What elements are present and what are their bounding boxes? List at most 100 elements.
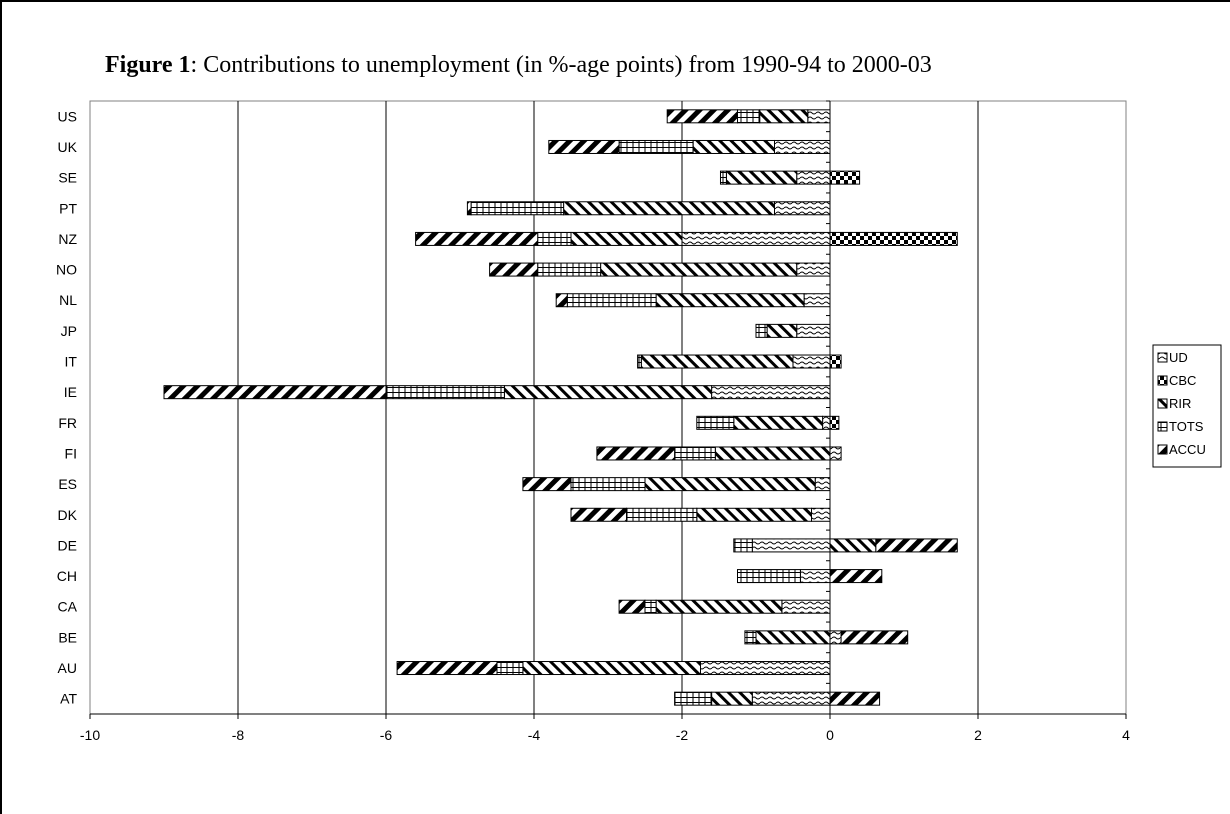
bar-it-cbc xyxy=(829,354,842,369)
category-label-jp: JP xyxy=(61,323,77,339)
bar-es-accu xyxy=(522,477,572,492)
bars xyxy=(163,109,958,706)
x-tick-label--4: -4 xyxy=(528,727,541,743)
bar-fr-ud xyxy=(822,415,831,430)
bar-au-accu xyxy=(396,661,498,676)
category-label-nl: NL xyxy=(59,292,77,308)
bar-us-tots xyxy=(737,109,761,124)
bar-be-rir xyxy=(755,630,831,645)
bar-nz-accu xyxy=(415,231,539,246)
bar-dk-ud xyxy=(811,507,831,522)
category-label-de: DE xyxy=(58,537,77,553)
bar-fr-rir xyxy=(733,415,824,430)
legend-swatch-rir xyxy=(1157,398,1168,409)
legend-swatch-cbc xyxy=(1157,375,1168,386)
bar-nz-ud xyxy=(681,231,831,246)
bar-us-ud xyxy=(807,109,831,124)
bar-ie-rir xyxy=(503,385,713,400)
bar-ie-accu xyxy=(163,385,387,400)
bar-at-tots xyxy=(674,691,713,706)
bar-jp-rir xyxy=(766,323,798,338)
bar-ca-ud xyxy=(781,599,831,614)
x-tick-label-0: 0 xyxy=(826,727,834,743)
bar-at-accu xyxy=(829,691,881,706)
x-tick-label-2: 2 xyxy=(974,727,982,743)
bar-pt-rir xyxy=(563,201,775,216)
legend-label-ud: UD xyxy=(1169,350,1188,365)
bar-nl-tots xyxy=(566,293,657,308)
bar-au-tots xyxy=(496,661,524,676)
bar-uk-ud xyxy=(774,139,831,154)
bar-ca-tots xyxy=(644,599,657,614)
bar-ca-accu xyxy=(618,599,646,614)
bar-es-tots xyxy=(570,477,646,492)
bar-no-tots xyxy=(537,262,602,277)
category-label-fr: FR xyxy=(58,415,77,431)
category-label-se: SE xyxy=(58,170,77,186)
bar-fr-tots xyxy=(696,415,735,430)
bar-at-ud xyxy=(751,691,831,706)
category-label-fi: FI xyxy=(65,445,77,461)
bar-es-ud xyxy=(814,477,831,492)
bar-no-accu xyxy=(489,262,539,277)
bar-ie-ud xyxy=(711,385,831,400)
bar-pt-tots xyxy=(470,201,565,216)
bar-jp-tots xyxy=(755,323,768,338)
bar-de-tots xyxy=(733,538,753,553)
x-tick-label--2: -2 xyxy=(676,727,689,743)
legend-label-accu: ACCU xyxy=(1169,442,1206,457)
category-label-ch: CH xyxy=(57,568,77,584)
axes: -10 -8 -6 -4 -2 0 2 4 US UK SE PT NZ NO NL JP IT IE FR FI ES… xyxy=(56,100,1130,743)
x-tick-label--10: -10 xyxy=(80,727,100,743)
bar-nz-rir xyxy=(570,231,683,246)
bar-no-rir xyxy=(600,262,798,277)
plot-area xyxy=(89,100,1127,715)
bar-fi-ud xyxy=(829,446,842,461)
figure-title-bold: Figure 1 xyxy=(105,52,191,78)
category-label-pt: PT xyxy=(59,200,77,216)
bar-fr-cbc xyxy=(829,415,840,430)
legend-swatch-ud xyxy=(1157,352,1168,363)
category-label-at: AT xyxy=(60,691,77,707)
figure-title-text: : Contributions to unemployment (in %-ag… xyxy=(191,52,932,78)
legend-swatch-tots xyxy=(1157,421,1168,432)
category-label-no: NO xyxy=(56,262,77,278)
bar-jp-ud xyxy=(796,323,831,338)
bar-us-accu xyxy=(666,109,739,124)
bar-it-ud xyxy=(792,354,831,369)
legend: UD CBC RIR TOTS ACCU xyxy=(1152,344,1222,468)
category-label-uk: UK xyxy=(58,139,78,155)
bar-be-ud xyxy=(829,630,842,645)
bar-dk-accu xyxy=(570,507,627,522)
category-label-ie: IE xyxy=(64,384,77,400)
bar-nz-tots xyxy=(537,231,572,246)
category-label-dk: DK xyxy=(58,507,78,523)
bar-nl-accu xyxy=(555,293,568,308)
legend-label-rir: RIR xyxy=(1169,396,1191,411)
bar-se-ud xyxy=(796,170,831,185)
bar-es-rir xyxy=(644,477,816,492)
category-label-au: AU xyxy=(58,660,77,676)
bar-no-ud xyxy=(796,262,831,277)
category-label-es: ES xyxy=(58,476,77,492)
bar-fi-accu xyxy=(596,446,676,461)
bar-se-tots xyxy=(719,170,727,185)
legend-label-cbc: CBC xyxy=(1169,373,1196,388)
bar-au-ud xyxy=(700,661,831,676)
bar-ch-tots xyxy=(737,569,801,584)
figure-title: Figure 1: Contributions to unemployment … xyxy=(105,52,932,78)
gridlines xyxy=(237,101,979,714)
bar-pt-accu xyxy=(466,201,472,216)
bar-uk-tots xyxy=(618,139,694,154)
bar-de-ud xyxy=(751,538,831,553)
x-tick-label--6: -6 xyxy=(380,727,393,743)
legend-label-tots: TOTS xyxy=(1169,419,1204,434)
bar-dk-tots xyxy=(626,507,698,522)
bar-be-accu xyxy=(840,630,909,645)
bar-uk-rir xyxy=(692,139,775,154)
bar-ca-rir xyxy=(655,599,783,614)
legend-swatch-accu xyxy=(1157,444,1168,455)
